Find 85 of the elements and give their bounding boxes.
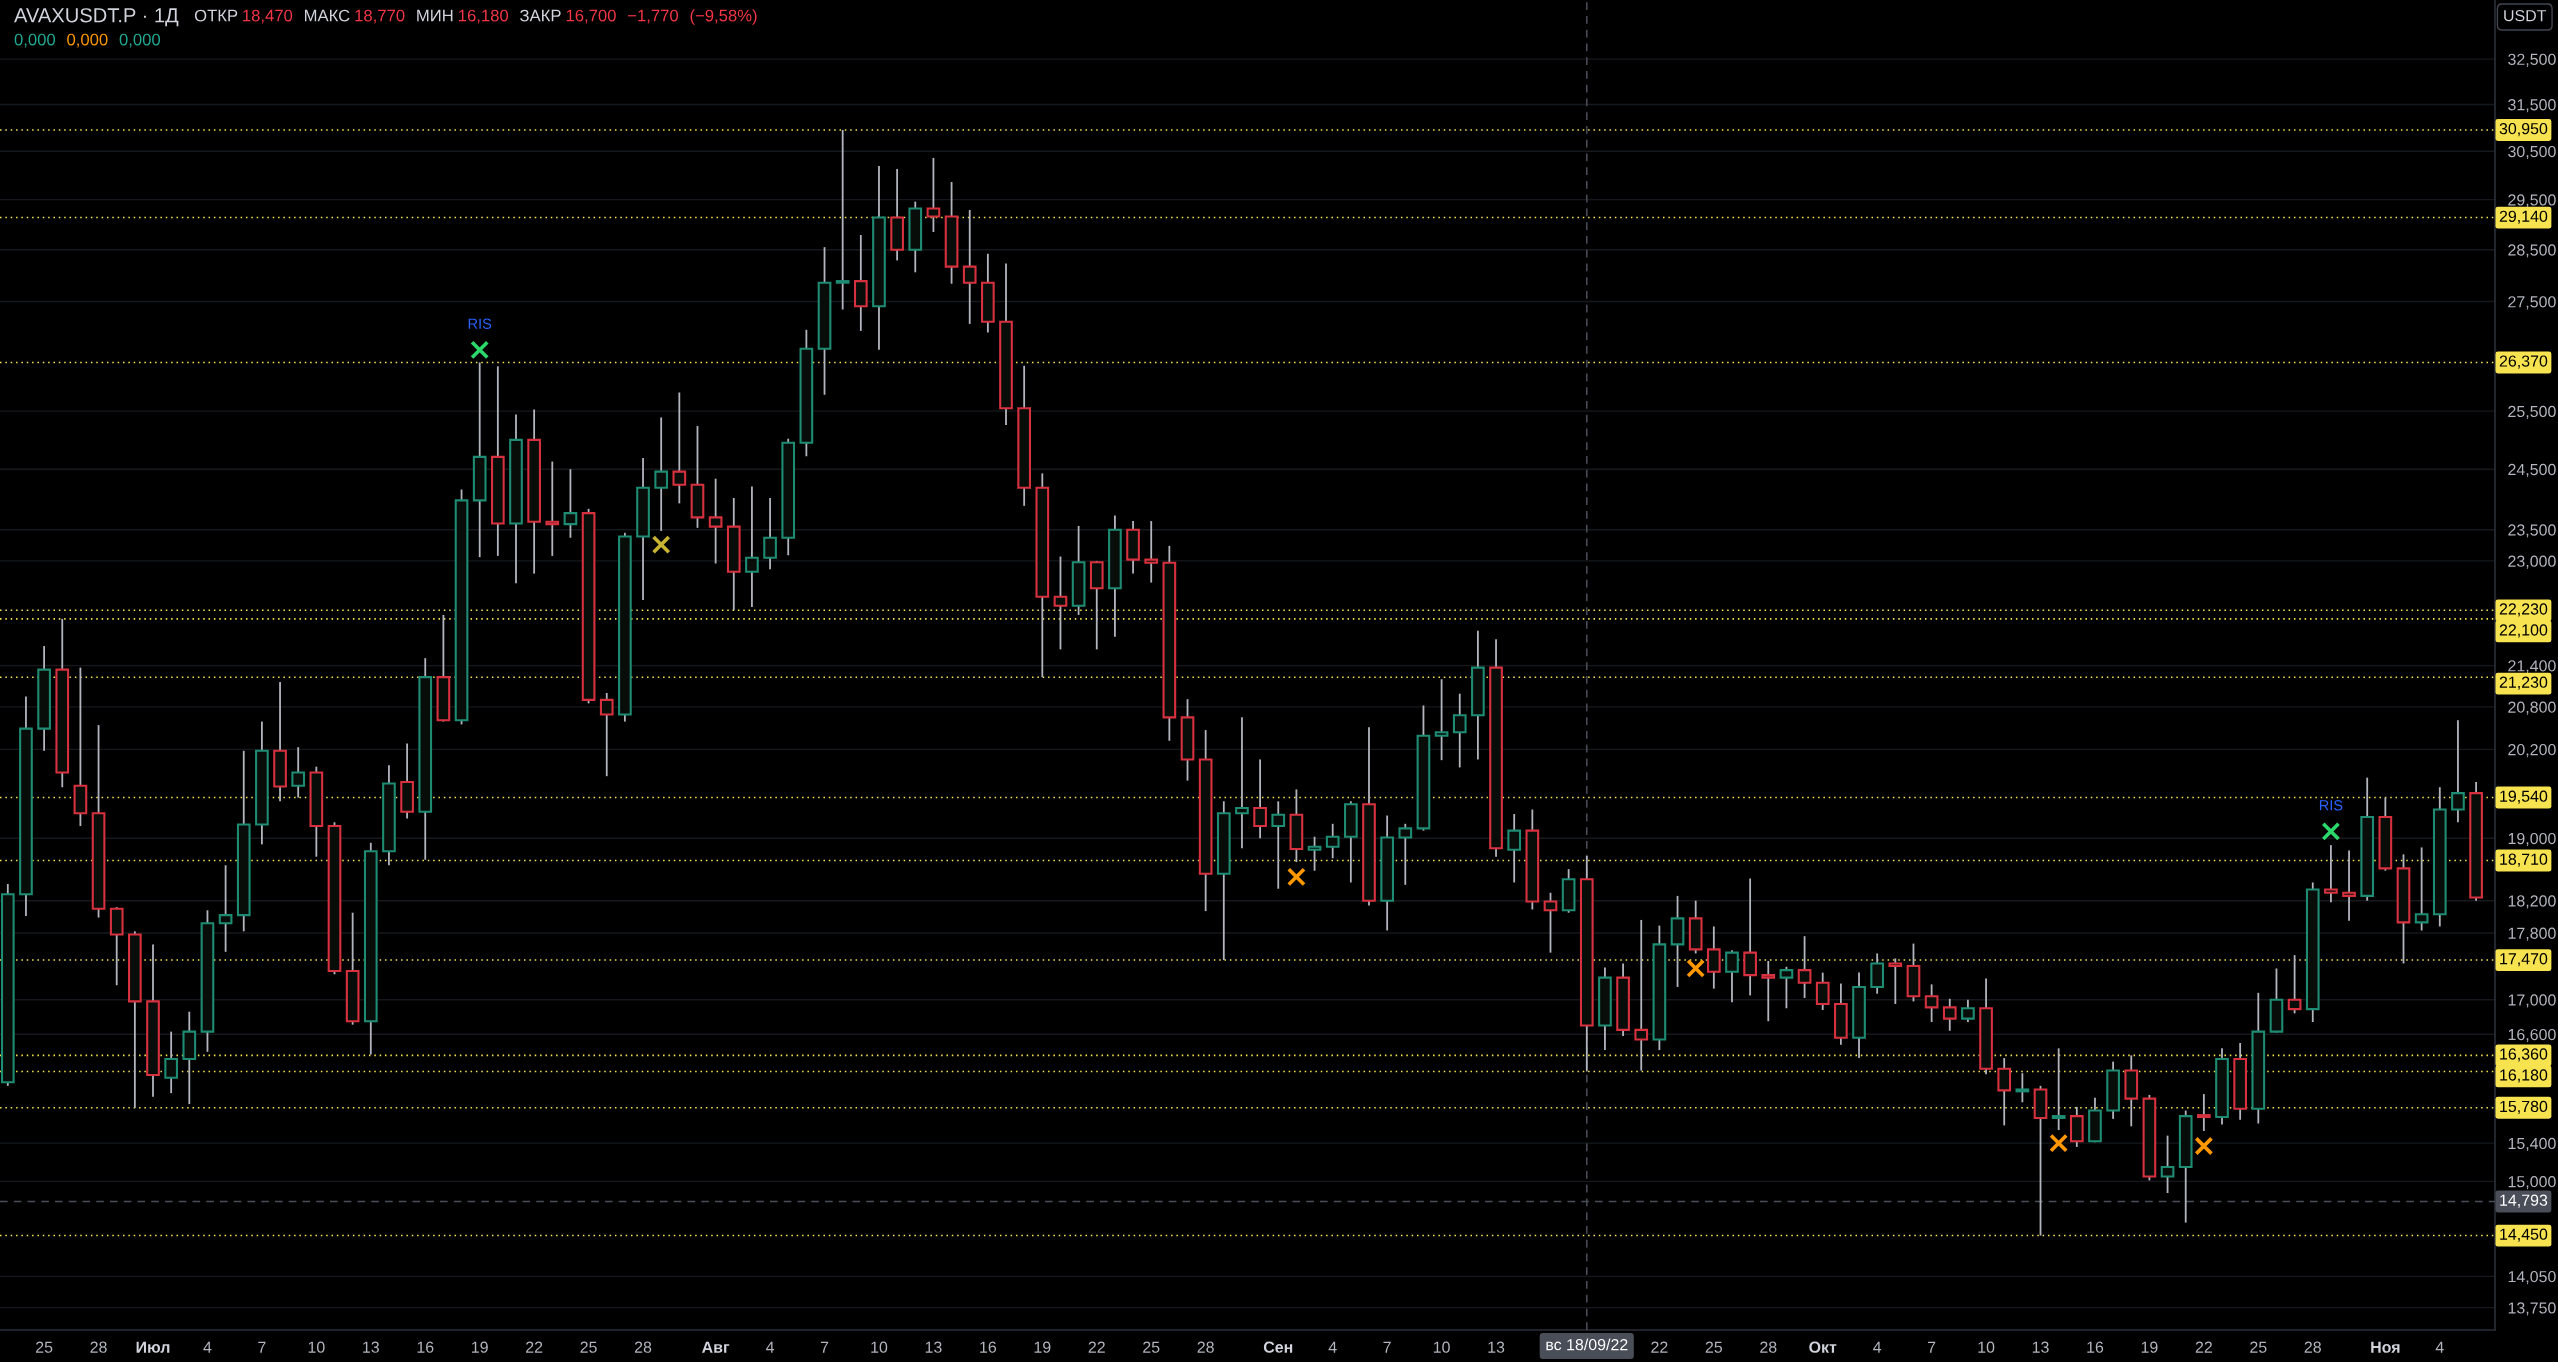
x-tick-label: Окт	[1809, 1341, 1837, 1353]
y-tick-label: 20,200	[2508, 743, 2556, 758]
x-tick-label: 19	[2141, 1341, 2158, 1353]
x-tick-label: 28	[90, 1341, 107, 1353]
x-tick-label: 4	[1328, 1341, 1337, 1353]
ref-line-label: 22,100	[2499, 624, 2548, 638]
x-tick-label: 22	[526, 1341, 543, 1353]
x-tick-label: 10	[871, 1341, 888, 1353]
y-tick-label: 24,500	[2508, 463, 2556, 478]
y-tick-label: 27,500	[2508, 296, 2556, 310]
y-tick-label: 17,000	[2508, 994, 2556, 1008]
x-tick-label: 7	[1928, 1341, 1936, 1353]
x-tick-label: 4	[1873, 1341, 1882, 1353]
y-tick-label: 23,500	[2508, 524, 2556, 538]
x-tick-label: 13	[925, 1341, 942, 1353]
x-tick-label: 25	[1143, 1341, 1160, 1353]
x-tick-label: 4	[203, 1341, 212, 1353]
x-tick-label: Июл	[136, 1341, 170, 1353]
ref-line-label: 30,950	[2499, 122, 2548, 137]
annotation: RIS	[468, 318, 492, 329]
x-tick-label: 22	[1651, 1341, 1668, 1353]
y-tick-label: 19,000	[2508, 832, 2556, 847]
ref-line-label: вс 18/09/22	[1546, 1338, 1628, 1351]
ref-line-label: 14,793	[2500, 1194, 2548, 1208]
y-tick-label: 15,400	[2508, 1137, 2556, 1151]
x-tick-label: 28	[1760, 1341, 1777, 1353]
x-tick-label: 16	[417, 1341, 434, 1353]
ref-line-label: 29,140	[2499, 210, 2548, 224]
text: ОТКР 18,470 МАКС 18,770 МИН 16,180 ЗАКР 16,700 −1,770 (−9,58%)	[194, 9, 757, 25]
x-tick-label: 13	[1488, 1341, 1505, 1353]
ref-line-label: 19,540	[2500, 790, 2548, 804]
annotation: RIS	[2319, 800, 2343, 811]
chart-title: AVAXUSDT.P · 1Д	[14, 8, 179, 27]
x-tick-label: 19	[472, 1341, 488, 1353]
ref-line-label: 15,780	[2500, 1100, 2548, 1114]
x-tick-label: 28	[634, 1341, 652, 1353]
x-tick-label: 7	[258, 1341, 266, 1353]
y-tick-label: 29,500	[2508, 194, 2556, 208]
x-tick-label: Ноя	[2371, 1341, 2400, 1353]
x-tick-label: 22	[1088, 1341, 1105, 1353]
y-tick-label: 25,500	[2508, 405, 2556, 419]
y-tick-label: 32,500	[2508, 53, 2556, 67]
y-tick-label: 14,050	[2508, 1270, 2556, 1285]
y-tick-label: 13,750	[2508, 1302, 2556, 1316]
x-tick-label: 25	[580, 1341, 597, 1353]
y-tick-label: 30,500	[2508, 145, 2556, 160]
x-tick-label: 4	[2435, 1341, 2444, 1353]
y-tick-label: 20,800	[2508, 701, 2556, 715]
ref-line-label: 18,710	[2500, 853, 2548, 867]
ref-line-label: 22,230	[2499, 603, 2548, 617]
y-tick-label: 15,000	[2508, 1176, 2556, 1190]
x-tick-label: 7	[1383, 1341, 1391, 1353]
y-tick-label: 23,000	[2508, 555, 2556, 569]
x-tick-label: Сен	[1263, 1341, 1293, 1353]
ref-line-label: 26,370	[2499, 355, 2548, 369]
x-tick-label: 10	[1978, 1341, 1995, 1353]
x-tick-label: 22	[2195, 1341, 2212, 1353]
x-tick-label: 10	[308, 1341, 325, 1353]
x-tick-label: 4	[766, 1341, 775, 1353]
y-tick-label: 31,500	[2508, 99, 2556, 113]
x-tick-label: 25	[2250, 1341, 2267, 1353]
x-tick-label: 25	[36, 1341, 53, 1353]
x-tick-label: 28	[1197, 1341, 1214, 1353]
x-tick-label: 16	[980, 1341, 997, 1353]
x-tick-label: 13	[2032, 1341, 2049, 1353]
x-tick-label: 7	[820, 1341, 829, 1353]
ref-line-label: 21,230	[2499, 676, 2548, 690]
x-tick-label: 16	[2087, 1341, 2104, 1353]
y-tick-label: 18,200	[2508, 895, 2556, 909]
y-tick-label: 17,800	[2508, 927, 2556, 941]
ref-line-label: 16,180	[2500, 1069, 2548, 1083]
y-tick-label: 28,500	[2508, 244, 2556, 258]
x-tick-label: 19	[1034, 1341, 1051, 1353]
y-axis-title: USDT	[2504, 9, 2547, 22]
x-tick-label: Авг	[702, 1341, 730, 1353]
y-tick-label: 21,400	[2508, 660, 2556, 674]
x-tick-label: 10	[1433, 1341, 1450, 1353]
ref-line-label: 14,450	[2500, 1228, 2548, 1242]
x-tick-label: 25	[1705, 1341, 1723, 1353]
annotation: 0,000 0,000 0,000	[14, 33, 161, 48]
ref-line-label: 17,470	[2500, 953, 2548, 967]
y-tick-label: 16,600	[2508, 1028, 2556, 1043]
x-tick-label: 28	[2304, 1341, 2321, 1353]
ref-line-label: 16,360	[2500, 1048, 2548, 1062]
x-tick-label: 13	[363, 1341, 379, 1353]
